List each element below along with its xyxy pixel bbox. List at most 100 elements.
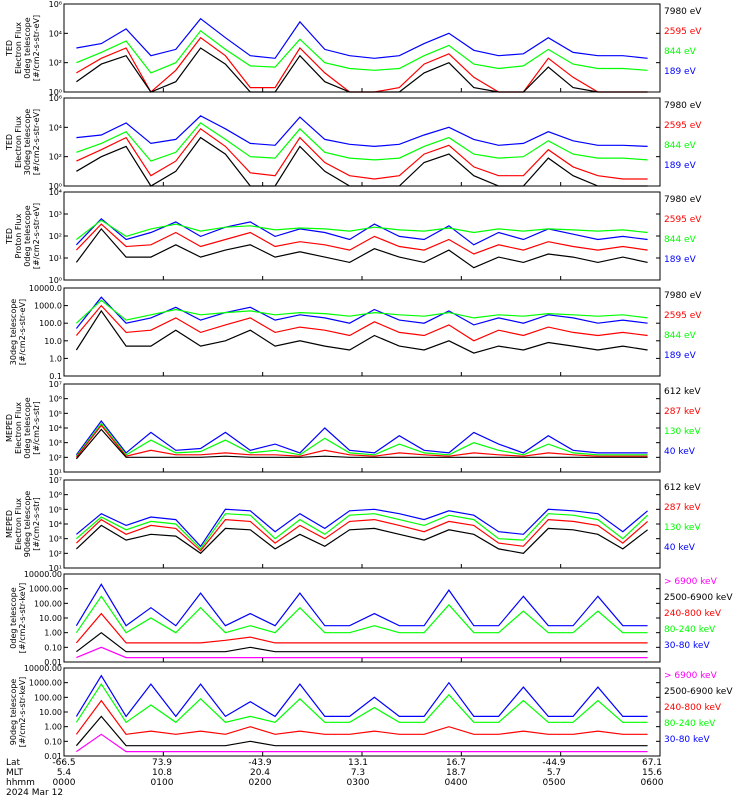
y-tick-label: 10³ xyxy=(49,210,62,219)
y-axis-label-line: 30deg telescope xyxy=(9,299,18,366)
lat-value: -66.5 xyxy=(52,758,76,768)
series-line xyxy=(75,227,648,269)
mlt-value: 20.4 xyxy=(249,768,271,778)
y-tick-label: 10² xyxy=(49,232,62,241)
lat-value: -43.9 xyxy=(248,758,272,768)
y-axis-label-line: MEPED xyxy=(5,510,14,538)
y-tick-label: 10⁰ xyxy=(49,88,62,97)
y-tick-label: 10² xyxy=(49,59,62,68)
y-tick-label: 0.01 xyxy=(44,658,62,667)
y-tick-label: 0.01 xyxy=(44,752,62,761)
lat-value: 13.1 xyxy=(347,758,369,768)
y-axis-label-line: TED xyxy=(5,228,14,245)
mlt-value: 5.7 xyxy=(546,768,562,778)
y-tick-label: 10¹ xyxy=(49,564,62,573)
y-tick-label: 0.1 xyxy=(49,372,62,381)
y-tick-label: 10.0 xyxy=(44,337,62,346)
legend-entry: 2595 eV xyxy=(664,121,702,131)
legend-entry: 7980 eV xyxy=(664,195,702,205)
lat-value: -44.9 xyxy=(542,758,566,768)
y-tick-label: 10³ xyxy=(49,535,62,544)
y-tick-label: 10000.00 xyxy=(24,570,62,579)
y-axis-label-line: [#/cm2-s-str-eV] xyxy=(32,109,41,175)
legend-entry: > 6900 keV xyxy=(664,577,718,587)
series-line xyxy=(75,304,648,342)
y-tick-label: 10⁶ xyxy=(49,395,62,404)
hhmm-value: 0600 xyxy=(640,778,664,788)
y-tick-label: 10.00 xyxy=(39,708,62,717)
y-tick-label: 10⁴ xyxy=(49,520,62,529)
mlt-row: MLT 5.4 10.8 20.4 7.3 18.7 5.7 15.6 xyxy=(0,768,750,778)
chart-panel: 10¹ 10² 10³ 10⁴ 10⁵ 10⁶ 10⁷ MEPEDElectron Flux0… xyxy=(5,380,701,477)
legend-entry: 844 eV xyxy=(664,331,697,341)
series-line xyxy=(75,583,648,627)
mlt-label: MLT xyxy=(6,768,24,778)
y-tick-label: 10⁷ xyxy=(49,380,62,389)
lat-value: 67.1 xyxy=(641,758,663,768)
y-axis-label-line: 30deg telescope xyxy=(23,109,32,176)
y-axis-label: 90deg telescope[#/cm2-s-str-keV] xyxy=(9,677,27,748)
lat-value: 73.9 xyxy=(151,758,173,768)
series-line xyxy=(75,217,648,246)
y-tick-label: 10000.00 xyxy=(24,664,62,673)
y-tick-label: 10⁴ xyxy=(49,424,62,433)
hhmm-value: 0400 xyxy=(444,778,468,788)
y-axis-label: MEPEDElectron Flux0deg telescope[#/cm2-s… xyxy=(5,397,41,458)
y-tick-label: 100.0 xyxy=(39,319,62,328)
series-line xyxy=(76,122,648,162)
plot-frame xyxy=(63,383,661,473)
legend-entry: 844 eV xyxy=(664,47,697,57)
hhmm-value: 0300 xyxy=(346,778,370,788)
chart-panel: 10⁰ 10¹ 10² 10³ 10⁴ TEDProton Flux0deg telesc… xyxy=(5,188,702,285)
y-axis-label-line: [#/cm2-s-str-eV] xyxy=(32,15,41,81)
plot-frame xyxy=(63,97,661,187)
series-line xyxy=(75,223,648,255)
series-line xyxy=(76,115,648,148)
y-axis-label-line: [#/cm2-s-str] xyxy=(32,497,41,550)
plot-frame xyxy=(63,3,661,93)
legend-entry: 612 keV xyxy=(664,483,701,493)
series-line xyxy=(76,29,648,74)
legend-entry: 80-240 keV xyxy=(664,625,716,635)
mlt-value: 5.4 xyxy=(56,768,72,778)
y-axis-label-line: [#/cm2-s-str-eV] xyxy=(18,299,27,365)
y-tick-label: 10⁴ xyxy=(49,29,62,38)
y-tick-label: 10⁶ xyxy=(49,491,62,500)
date-row: 2024 Mar 12 xyxy=(0,788,750,798)
hhmm-row: hhmm 0000 0100 0200 0300 0400 0500 0600 xyxy=(0,778,750,788)
legend-entry: 130 keV xyxy=(664,523,701,533)
y-tick-label: 10¹ xyxy=(49,254,62,263)
mlt-value: 10.8 xyxy=(151,768,173,778)
series-line xyxy=(75,595,648,634)
y-tick-label: 1000.0 xyxy=(34,302,62,311)
y-tick-label: 1.0 xyxy=(49,354,62,363)
y-axis-label-line: MEPED xyxy=(5,414,14,442)
series-line xyxy=(75,428,648,460)
series-line xyxy=(75,715,648,747)
y-tick-label: 10⁶ xyxy=(49,0,62,9)
series-line xyxy=(76,17,648,59)
legend-entry: > 6900 keV xyxy=(664,671,718,681)
legend-entry: 2595 eV xyxy=(664,27,702,37)
y-tick-label: 10⁷ xyxy=(49,476,62,485)
y-tick-label: 1.00 xyxy=(44,629,62,638)
legend-entry: 2595 eV xyxy=(664,311,702,321)
y-tick-label: 100.00 xyxy=(34,599,62,608)
series-line xyxy=(75,518,648,552)
y-tick-label: 10000.0 xyxy=(29,284,62,293)
legend-entry: 844 eV xyxy=(664,141,697,151)
time-axis-footer: Lat -66.5 73.9 -43.9 13.1 16.7 -44.9 67.… xyxy=(0,758,750,800)
legend-entry: 2500-6900 keV xyxy=(664,687,733,697)
legend-entry: 2595 eV xyxy=(664,215,702,225)
y-tick-label: 10⁵ xyxy=(49,409,62,418)
series-line xyxy=(75,420,648,456)
legend-entry: 189 eV xyxy=(664,67,697,77)
y-axis-label: 30deg telescope[#/cm2-s-str-eV] xyxy=(9,299,27,366)
mlt-value: 15.6 xyxy=(641,768,663,778)
y-axis-label: TEDElectron Flux30deg telescope[#/cm2-s-… xyxy=(5,109,41,176)
hhmm-value: 0000 xyxy=(52,778,76,788)
y-axis-label-line: [#/cm2-s-str-keV] xyxy=(18,677,27,748)
hhmm-value: 0200 xyxy=(248,778,272,788)
legend-entry: 40 keV xyxy=(664,543,696,553)
